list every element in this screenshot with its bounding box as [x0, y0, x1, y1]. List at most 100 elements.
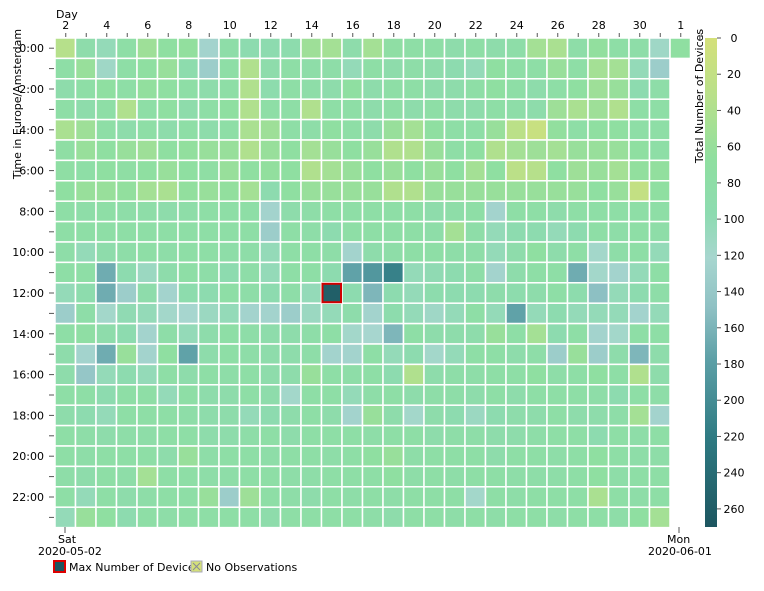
- heatmap-cell: [505, 220, 528, 243]
- heatmap-cell: [320, 363, 343, 386]
- heatmap-cell: [300, 57, 323, 80]
- heatmap-cell: [54, 261, 77, 284]
- heatmap-cell: [423, 465, 446, 488]
- heatmap-cell: [505, 282, 528, 304]
- heatmap-cell: [136, 322, 159, 345]
- heatmap-cell: [95, 220, 118, 243]
- heatmap-cell: [156, 37, 179, 60]
- heatmap-cell: [361, 261, 384, 284]
- heatmap-cell: [300, 98, 323, 121]
- heatmap-cell: [546, 506, 569, 529]
- heatmap-cell: [566, 37, 589, 60]
- heatmap-cell: [115, 57, 138, 80]
- heatmap-cell: [156, 282, 179, 304]
- heatmap-cell: [587, 118, 610, 141]
- heatmap-cell: [74, 486, 97, 508]
- heatmap-cell: [177, 241, 200, 264]
- heatmap-cell: [566, 445, 589, 468]
- heatmap-cell: [156, 465, 179, 488]
- heatmap-cell: [197, 465, 220, 488]
- heatmap-cell: [156, 241, 179, 264]
- heatmap-cell: [95, 343, 118, 366]
- heatmap-cell: [361, 384, 384, 406]
- heatmap-cell: [320, 302, 343, 325]
- heatmap-cell: [238, 302, 261, 325]
- heatmap-cell: [218, 404, 241, 427]
- heatmap-cell: [628, 180, 651, 202]
- heatmap-cell: [607, 363, 630, 386]
- heatmap-cell: [525, 322, 548, 345]
- heatmap-cell: [95, 180, 118, 202]
- heatmap-cell: [587, 200, 610, 223]
- heatmap-cell: [464, 139, 487, 162]
- heatmap-cell: [156, 363, 179, 386]
- heatmap-cell: [402, 118, 425, 141]
- heatmap-cell: [115, 282, 138, 304]
- heatmap-cell: [259, 486, 282, 508]
- heatmap-cell: [238, 445, 261, 468]
- heatmap-cell: [628, 118, 651, 141]
- heatmap-cell: [525, 118, 548, 141]
- heatmap-cell: [505, 180, 528, 202]
- heatmap-cell: [115, 506, 138, 529]
- heatmap-cell: [525, 159, 548, 182]
- heatmap-cell: [443, 363, 466, 386]
- heatmap-cell: [238, 57, 261, 80]
- heatmap-cell: [607, 57, 630, 80]
- heatmap-cell: [525, 57, 548, 80]
- heatmap-cell: [587, 424, 610, 447]
- heatmap-cell: [156, 220, 179, 243]
- legend-tick-label: 180: [724, 358, 745, 371]
- heatmap-cell: [136, 241, 159, 264]
- heatmap-cell: [54, 139, 77, 162]
- heatmap-cell: [648, 180, 671, 202]
- x-top-tick-label: 2: [62, 19, 69, 32]
- heatmap-cell: [300, 139, 323, 162]
- heatmap-cell: [607, 506, 630, 529]
- heatmap-cell: [525, 424, 548, 447]
- heatmap-cell: [238, 282, 261, 304]
- heatmap-cell: [95, 261, 118, 284]
- heatmap-cell: [464, 220, 487, 243]
- heatmap-cell: [156, 98, 179, 121]
- heatmap-cell: [607, 200, 630, 223]
- heatmap-cell: [54, 57, 77, 80]
- legend-color-bar: [705, 38, 717, 527]
- heatmap-cell: [443, 486, 466, 508]
- heatmap-cell: [177, 384, 200, 406]
- heatmap-cell: [464, 57, 487, 80]
- heatmap-cell: [54, 343, 77, 366]
- heatmap-cell: [136, 180, 159, 202]
- heatmap-cell: [279, 220, 302, 243]
- heatmap-cell: [95, 302, 118, 325]
- heatmap-cell: [361, 139, 384, 162]
- heatmap-cell: [259, 322, 282, 345]
- heatmap-cell: [648, 404, 671, 427]
- heatmap-cell: [402, 445, 425, 468]
- heatmap-cell: [177, 465, 200, 488]
- heatmap-cell: [546, 57, 569, 80]
- y-tick-label: 4:00: [19, 124, 44, 137]
- heatmap-cell: [382, 78, 405, 100]
- heatmap-cell: [423, 261, 446, 284]
- heatmap-cell: [136, 363, 159, 386]
- heatmap-cell: [238, 486, 261, 508]
- heatmap-cell: [218, 118, 241, 141]
- heatmap-cell: [115, 322, 138, 345]
- heatmap-cell: [177, 78, 200, 100]
- heatmap-cell: [361, 159, 384, 182]
- heatmap-cell: [218, 363, 241, 386]
- heatmap-cell: [74, 384, 97, 406]
- heatmap-cell: [505, 57, 528, 80]
- heatmap-cell: [382, 159, 405, 182]
- legend-tick-label: 140: [724, 286, 745, 299]
- heatmap-cell: [382, 465, 405, 488]
- heatmap-cell: [74, 200, 97, 223]
- heatmap-cell: [218, 282, 241, 304]
- heatmap-cell: [238, 98, 261, 121]
- heatmap-cell: [607, 302, 630, 325]
- heatmap-cell: [382, 363, 405, 386]
- heatmap-cell: [341, 282, 364, 304]
- heatmap-cell: [382, 322, 405, 345]
- heatmap-cell: [484, 404, 507, 427]
